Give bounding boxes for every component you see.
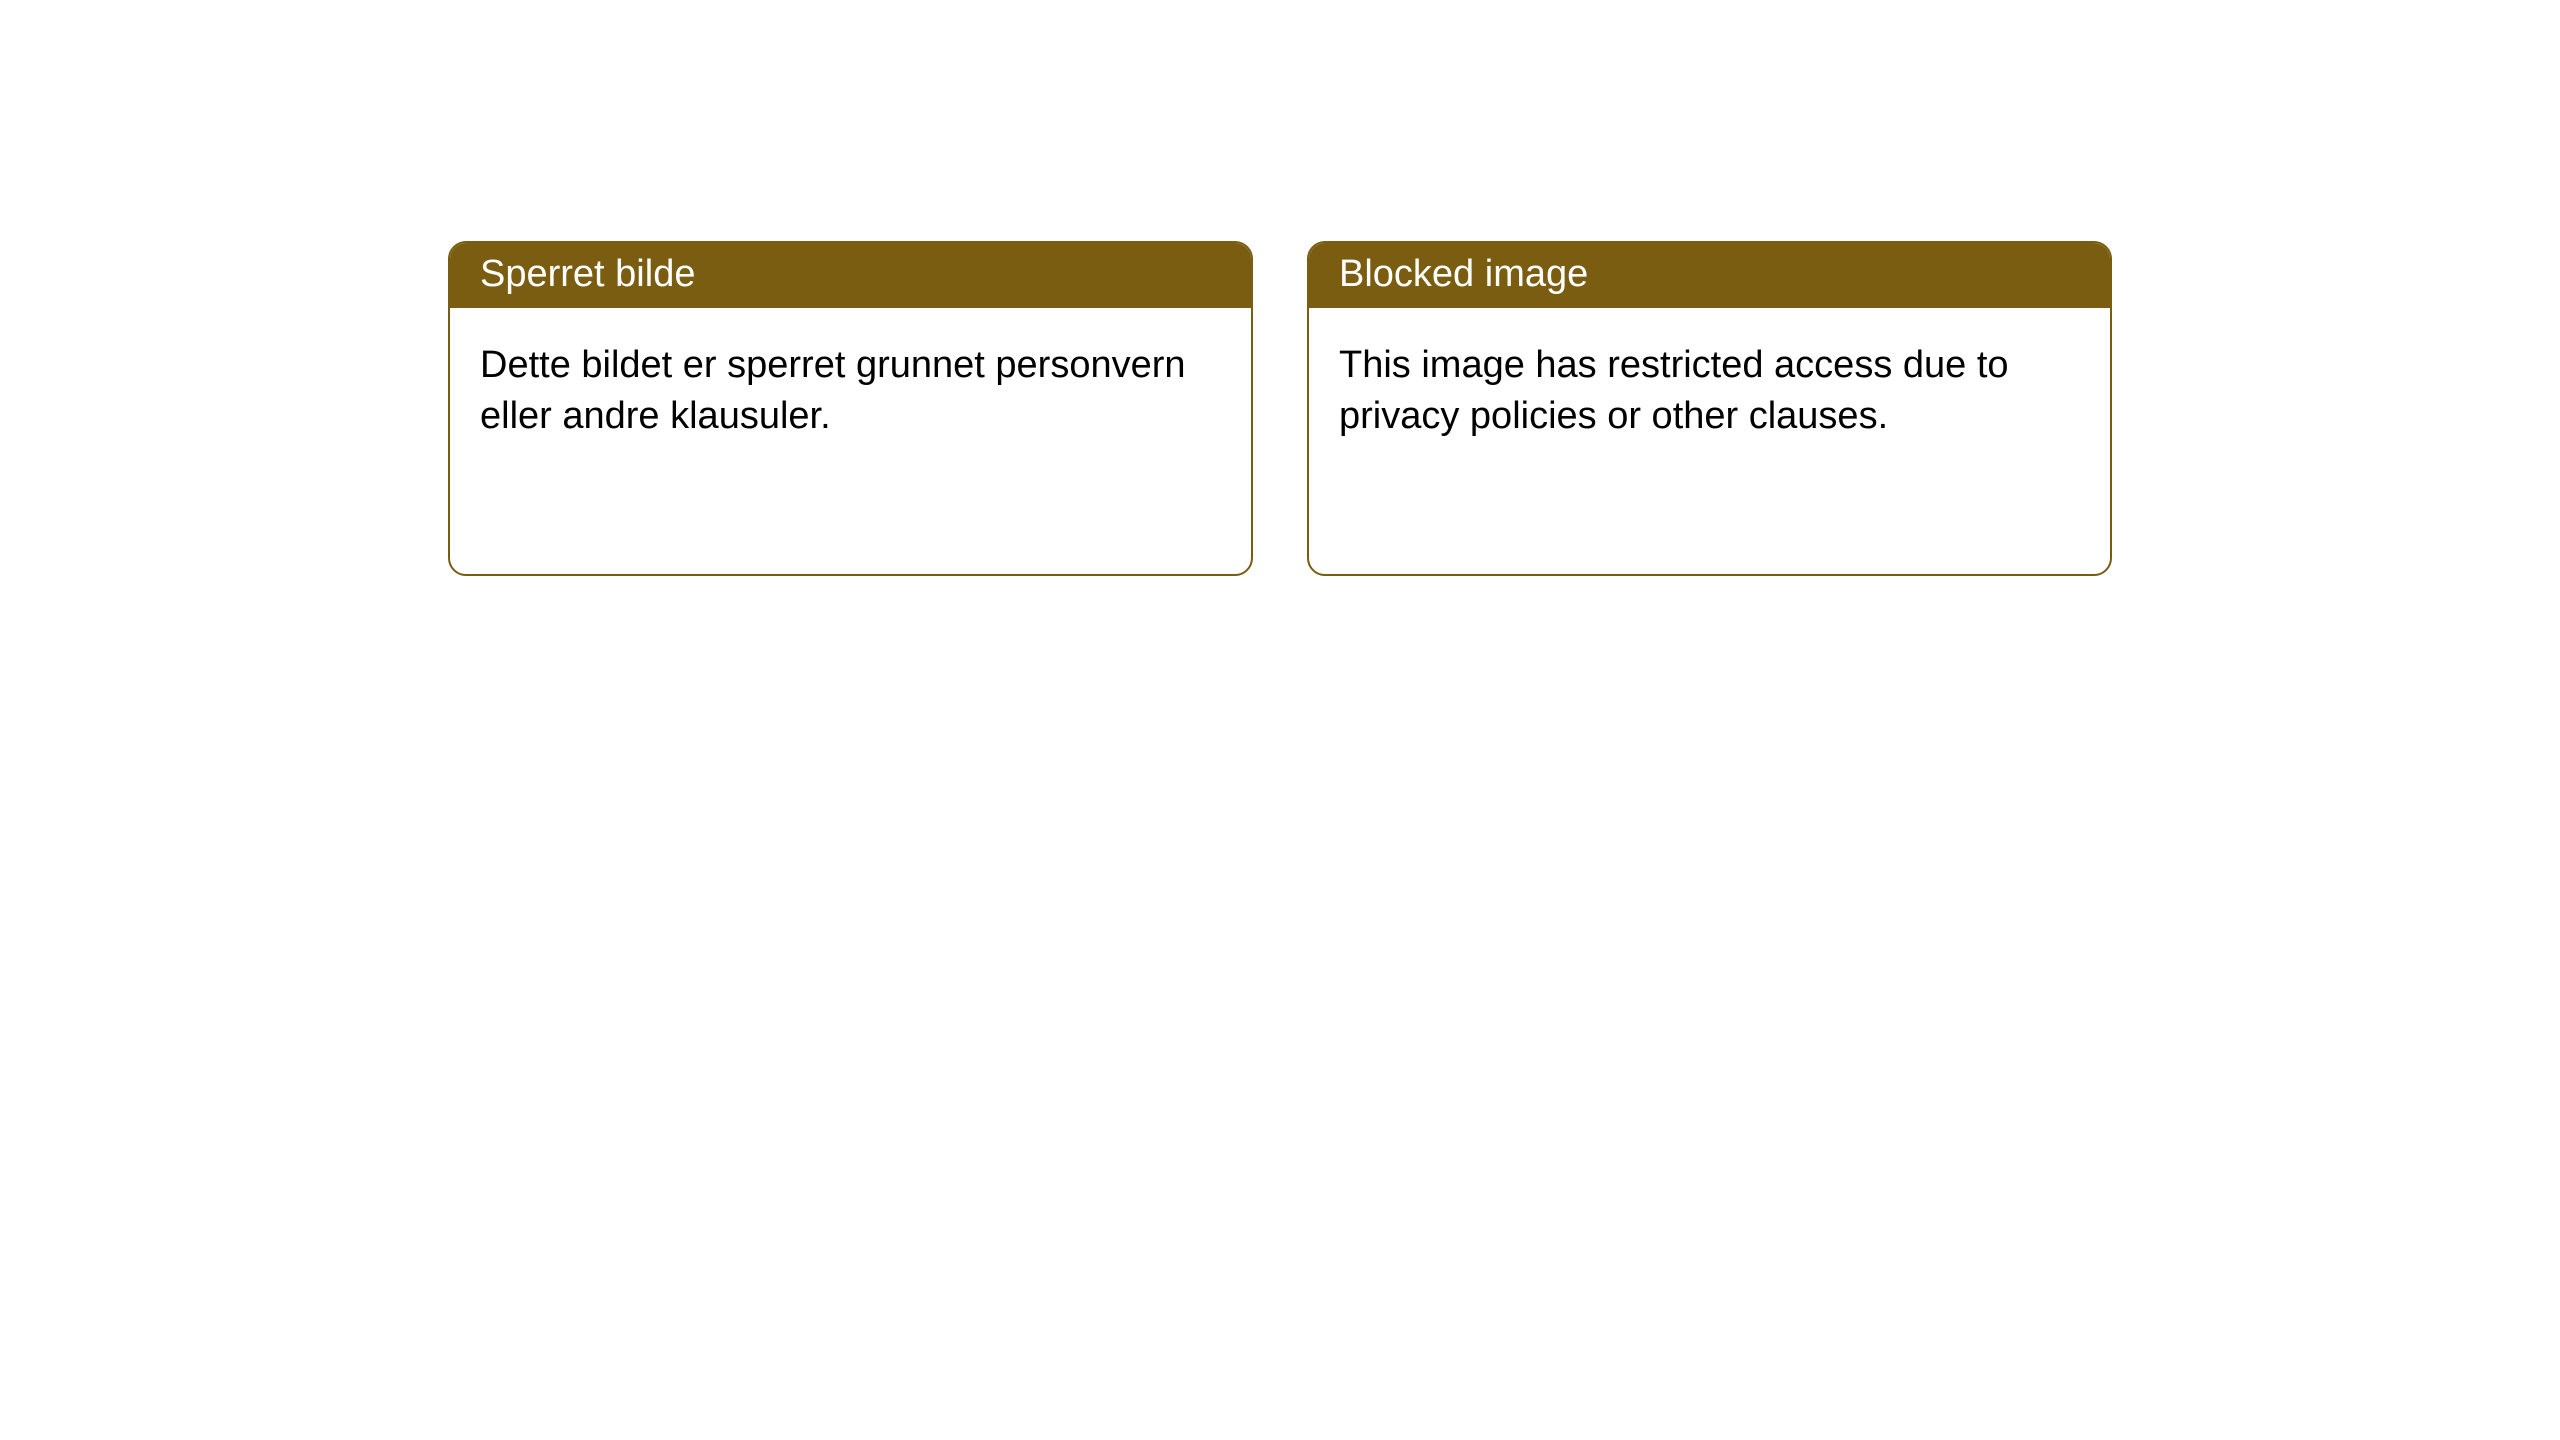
notice-card-english: Blocked image This image has restricted … [1307,241,2112,576]
notice-body: Dette bildet er sperret grunnet personve… [450,308,1251,475]
notice-card-norwegian: Sperret bilde Dette bildet er sperret gr… [448,241,1253,576]
notice-container: Sperret bilde Dette bildet er sperret gr… [0,0,2560,576]
notice-title: Blocked image [1309,243,2110,308]
notice-body: This image has restricted access due to … [1309,308,2110,475]
notice-title: Sperret bilde [450,243,1251,308]
